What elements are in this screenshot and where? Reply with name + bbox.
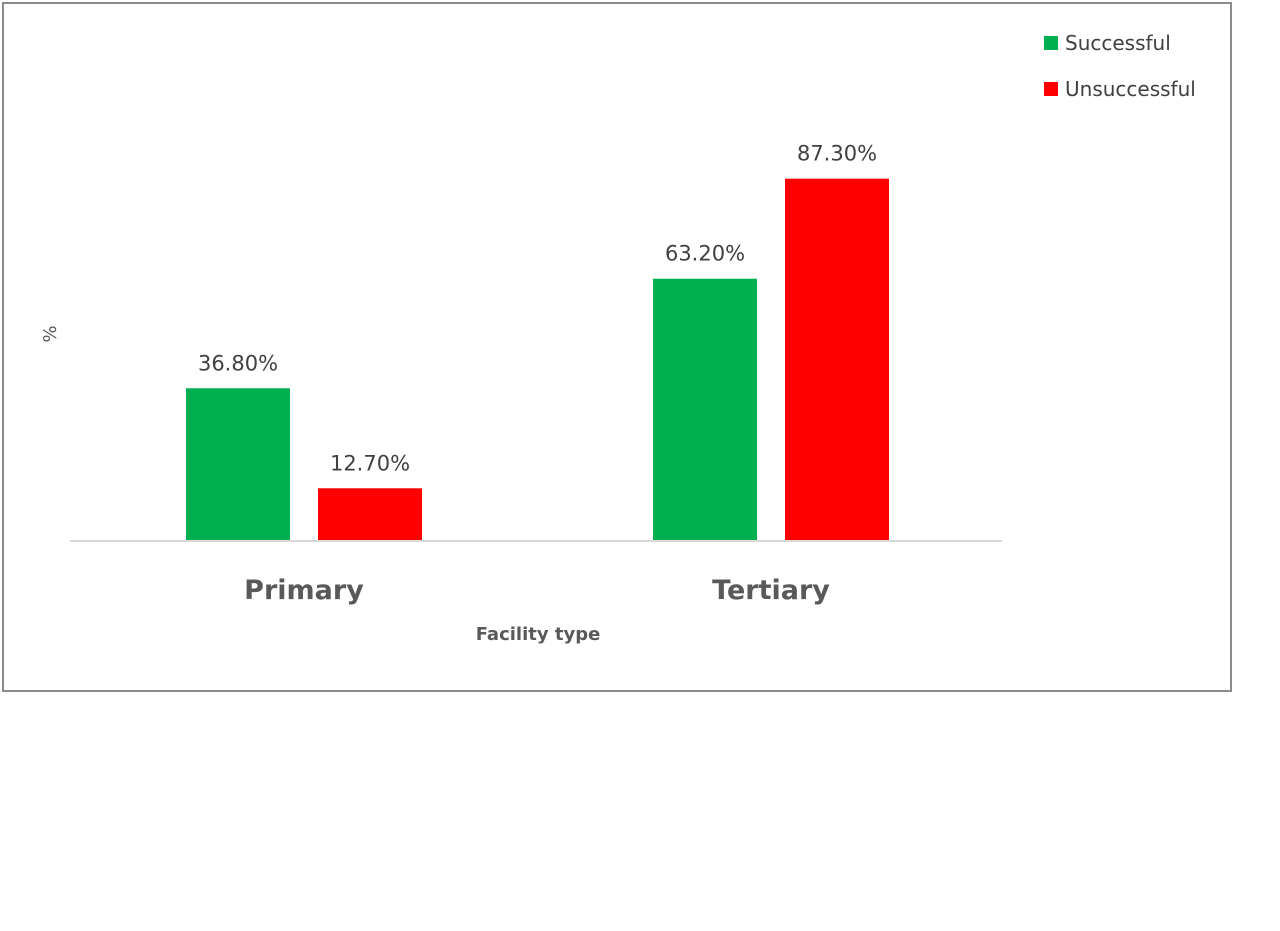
legend-swatch-unsuccessful [1044, 82, 1058, 96]
data-label-primary-unsuccessful: 12.70% [330, 451, 410, 475]
y-axis-title: % [40, 325, 61, 342]
data-labels-layer: 36.80% 12.70% 63.20% 87.30% [198, 142, 877, 476]
bar-primary-unsuccessful [318, 488, 422, 541]
data-label-tertiary-unsuccessful: 87.30% [797, 142, 877, 166]
legend: Successful Unsuccessful [1044, 31, 1196, 101]
bar-tertiary-unsuccessful [785, 178, 889, 541]
bar-primary-successful [186, 388, 290, 541]
legend-label-unsuccessful: Unsuccessful [1065, 77, 1196, 101]
chart-frame: 36.80% 12.70% 63.20% 87.30% Primary Tertiary… [2, 2, 1232, 692]
bars-layer [186, 178, 889, 541]
data-label-tertiary-successful: 63.20% [665, 242, 745, 266]
category-labels-layer: Primary Tertiary [244, 575, 830, 606]
x-axis-title: Facility type [476, 624, 601, 645]
bar-chart: 36.80% 12.70% 63.20% 87.30% Primary Tertiary… [40, 31, 1196, 645]
category-label-primary: Primary [244, 575, 364, 606]
legend-swatch-successful [1044, 36, 1058, 50]
bar-tertiary-successful [653, 278, 757, 541]
legend-label-successful: Successful [1065, 31, 1171, 55]
data-label-primary-successful: 36.80% [198, 351, 278, 375]
category-label-tertiary: Tertiary [712, 575, 830, 606]
